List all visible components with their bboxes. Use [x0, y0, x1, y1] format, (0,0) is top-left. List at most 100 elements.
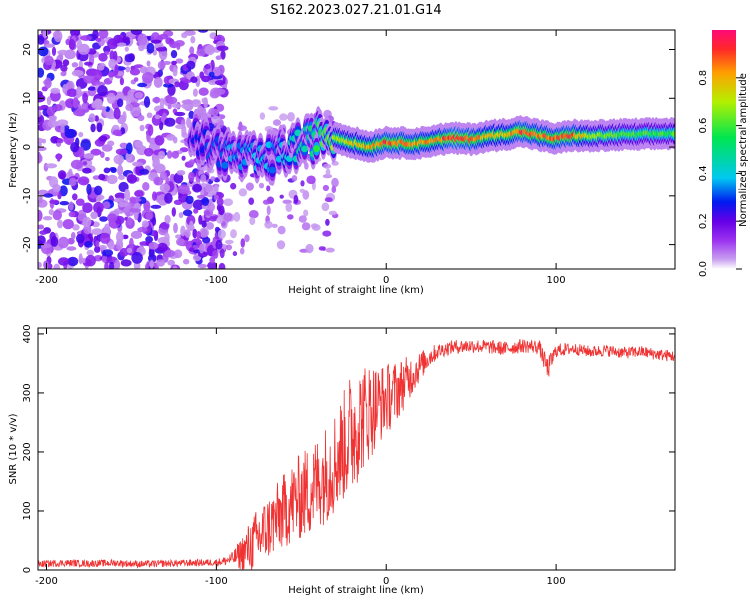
snr-series-line — [38, 339, 675, 570]
noise-blob — [82, 202, 93, 214]
noise-blob — [99, 216, 108, 222]
noise-blob — [258, 182, 265, 189]
noise-blob — [192, 88, 198, 97]
noise-blob — [38, 209, 43, 222]
noise-blob — [84, 61, 93, 66]
noise-blob — [172, 265, 178, 269]
noise-blob — [146, 60, 151, 67]
noise-blob — [199, 243, 205, 254]
noise-blob — [130, 230, 143, 239]
noise-blob — [147, 124, 154, 136]
noise-blob — [144, 147, 154, 157]
noise-blob — [92, 175, 101, 180]
noise-blob — [46, 106, 56, 117]
noise-blob — [176, 42, 181, 50]
noise-blob — [183, 258, 190, 265]
noise-blob — [186, 117, 192, 128]
noise-blob — [83, 224, 92, 235]
noise-blob — [39, 230, 48, 235]
noise-blob — [62, 84, 68, 94]
noise-blob — [268, 106, 279, 111]
x-tick-label: 100 — [547, 275, 566, 286]
x-tick-label: -100 — [205, 275, 228, 286]
noise-blob — [58, 236, 69, 249]
noise-blob — [219, 248, 225, 259]
spectrogram-xlabel: Height of straight line (km) — [288, 285, 424, 296]
y-tick-label: 200 — [22, 442, 33, 461]
noise-blob — [113, 197, 125, 203]
noise-blob — [76, 233, 85, 244]
noise-blob — [159, 97, 165, 110]
noise-blob — [299, 188, 306, 193]
noise-blob — [159, 200, 166, 206]
x-tick-label: -200 — [35, 275, 58, 286]
noise-blob — [181, 99, 193, 105]
noise-blob — [129, 208, 141, 213]
noise-blob — [93, 70, 103, 81]
noise-blob — [80, 35, 92, 41]
noise-blob — [197, 263, 207, 269]
noise-blob — [321, 202, 330, 212]
noise-blob — [181, 32, 188, 39]
noise-blob — [153, 76, 163, 88]
noise-blob — [48, 114, 57, 122]
noise-blob — [271, 223, 278, 228]
noise-blob — [132, 161, 143, 167]
noise-blob — [52, 104, 63, 112]
noise-blob — [120, 259, 132, 267]
x-tick-label: -100 — [205, 576, 228, 587]
noise-blob — [121, 36, 130, 43]
y-tick-label: 20 — [22, 43, 33, 56]
noise-blob — [174, 81, 180, 88]
noise-blob — [139, 168, 149, 175]
noise-blob — [166, 150, 173, 159]
noise-blob — [150, 204, 162, 209]
noise-blob — [196, 231, 202, 239]
noise-blob — [59, 201, 70, 206]
noise-blob — [173, 249, 183, 259]
noise-blob — [172, 66, 178, 77]
noise-blob — [73, 109, 86, 117]
noise-blob — [103, 167, 111, 174]
noise-blob — [230, 182, 237, 190]
noise-blob — [212, 250, 219, 259]
noise-blob — [155, 47, 168, 52]
noise-blob — [78, 131, 84, 138]
noise-blob — [98, 52, 108, 62]
noise-blob — [170, 50, 178, 59]
noise-blob — [199, 71, 205, 79]
noise-blob — [84, 240, 93, 248]
noise-blob — [88, 113, 96, 123]
noise-blob — [90, 148, 102, 156]
noise-blob — [176, 170, 186, 176]
noise-blob — [266, 205, 271, 216]
noise-blob — [86, 183, 92, 196]
noise-blob — [134, 91, 144, 99]
noise-blob — [248, 197, 255, 205]
noise-blob — [115, 148, 128, 155]
noise-blob — [209, 215, 218, 222]
noise-blob — [122, 111, 127, 123]
noise-blob — [223, 198, 234, 206]
noise-blob — [291, 175, 298, 182]
noise-blob — [325, 247, 335, 253]
noise-blob — [137, 33, 148, 46]
noise-blob — [171, 103, 182, 109]
noise-blob — [162, 112, 167, 119]
noise-blob — [176, 238, 185, 246]
figure-title: S162.2023.027.21.01.G14 — [270, 3, 441, 18]
noise-blob — [198, 214, 203, 225]
noise-blob — [139, 124, 145, 132]
noise-blob — [196, 48, 206, 57]
noise-blob — [68, 168, 73, 178]
noise-blob — [206, 222, 214, 230]
noise-blob — [266, 185, 271, 192]
noise-blob — [123, 95, 129, 101]
noise-blob — [143, 200, 151, 212]
noise-blob — [213, 88, 226, 95]
noise-blob — [60, 64, 68, 72]
noise-blob — [201, 197, 210, 206]
noise-blob — [310, 223, 319, 229]
noise-blob — [58, 257, 70, 266]
y-tick-label: 400 — [22, 324, 33, 343]
